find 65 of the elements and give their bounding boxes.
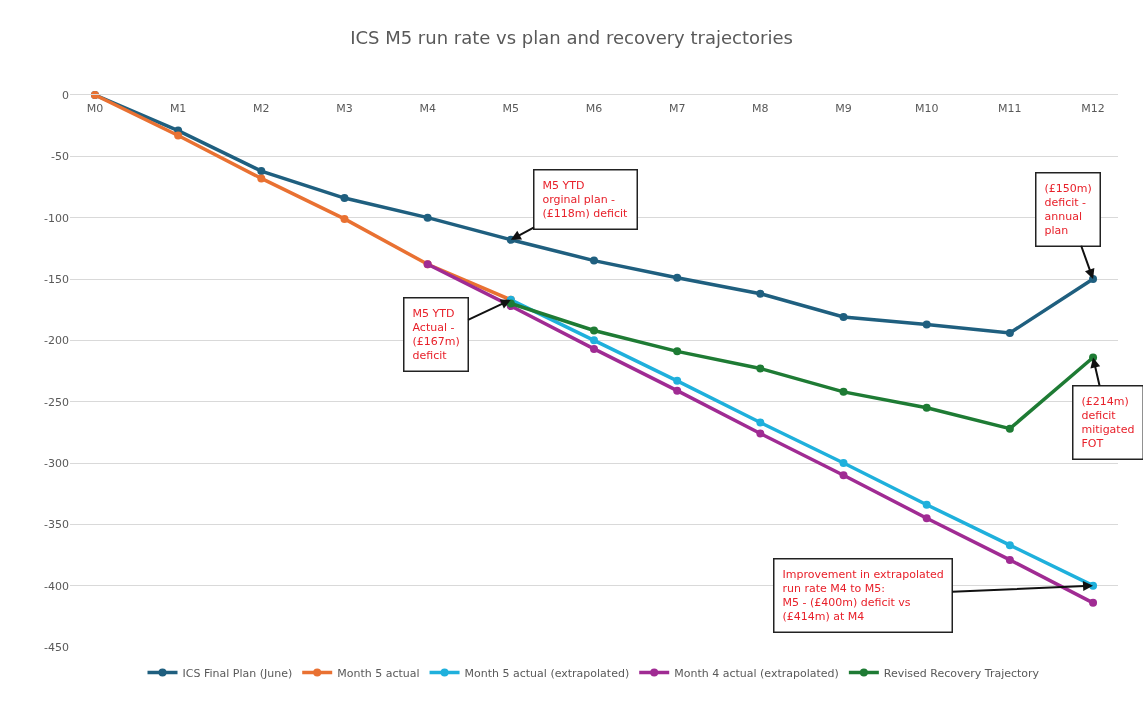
y-tick-label: -150	[44, 272, 69, 286]
point	[673, 376, 682, 385]
y-tick-label: -400	[44, 579, 69, 593]
point	[257, 167, 266, 176]
point	[1005, 328, 1014, 337]
x-tick-label: M10	[914, 101, 939, 115]
y-tick-label: -50	[51, 150, 69, 164]
point	[922, 514, 931, 523]
point	[922, 403, 931, 412]
annotation: M5 YTD Actual - (£167m) deficit	[412, 306, 460, 363]
x-tick-label: M3	[336, 101, 353, 115]
point	[756, 429, 765, 438]
point	[1089, 598, 1098, 607]
point	[756, 418, 765, 427]
y-tick-label: -100	[44, 211, 69, 225]
y-tick-label: -250	[44, 395, 69, 409]
y-tick-label: -200	[44, 334, 69, 348]
point	[590, 256, 598, 265]
x-tick-label: M8	[752, 101, 769, 115]
annotation: (£214m) deficit mitigated FOT	[1081, 394, 1135, 451]
y-tick-label: -350	[44, 518, 69, 532]
point	[174, 131, 183, 140]
x-tick-label: M0	[86, 101, 104, 115]
point	[839, 471, 848, 480]
x-tick-label: M2	[253, 101, 270, 115]
point	[1005, 424, 1014, 433]
chart-title: ICS M5 run rate vs plan and recovery trajectories	[350, 27, 793, 49]
legend-label: ICS Final Plan (June)	[182, 666, 293, 680]
point	[756, 289, 765, 298]
point	[922, 320, 931, 329]
point	[673, 347, 682, 356]
x-tick-label: M11	[998, 101, 1022, 115]
legend-label: Month 5 actual (extrapolated)	[464, 666, 630, 680]
legend-label: Month 5 actual	[337, 666, 420, 680]
point	[839, 313, 848, 322]
y-tick-label: 0	[62, 88, 69, 102]
point	[673, 386, 682, 395]
legend-label: Month 4 actual (extrapolated)	[674, 666, 839, 680]
point	[423, 213, 432, 222]
y-tick-label: -450	[44, 640, 69, 654]
annotation: (£150m) deficit - annual plan	[1044, 181, 1092, 238]
point	[590, 344, 598, 353]
point	[1005, 555, 1014, 564]
annotation: Improvement in extrapolated run rate M4 to M5: M5 - (£400m) deficit vs (£414m) at M4	[782, 567, 944, 624]
point	[340, 214, 349, 223]
x-tick-label: M4	[419, 101, 436, 115]
point	[922, 500, 931, 509]
x-tick-label: M9	[835, 101, 852, 115]
point	[756, 364, 765, 373]
x-tick-label: M7	[668, 101, 686, 115]
x-tick-label: M12	[1081, 101, 1105, 115]
y-tick-label: -300	[44, 456, 69, 470]
point	[257, 174, 266, 183]
point	[590, 336, 598, 345]
x-tick-label: M5	[502, 101, 520, 115]
legend-label: Revised Recovery Trajectory	[883, 666, 1040, 680]
x-tick-label: M6	[585, 101, 603, 115]
point	[673, 273, 682, 282]
point	[839, 387, 848, 396]
point	[839, 459, 848, 467]
point	[1005, 541, 1014, 550]
annotation: M5 YTD orginal plan - (£118m) deficit	[542, 178, 629, 221]
x-tick-label: M1	[169, 101, 187, 115]
point	[340, 194, 349, 203]
point	[590, 326, 598, 335]
